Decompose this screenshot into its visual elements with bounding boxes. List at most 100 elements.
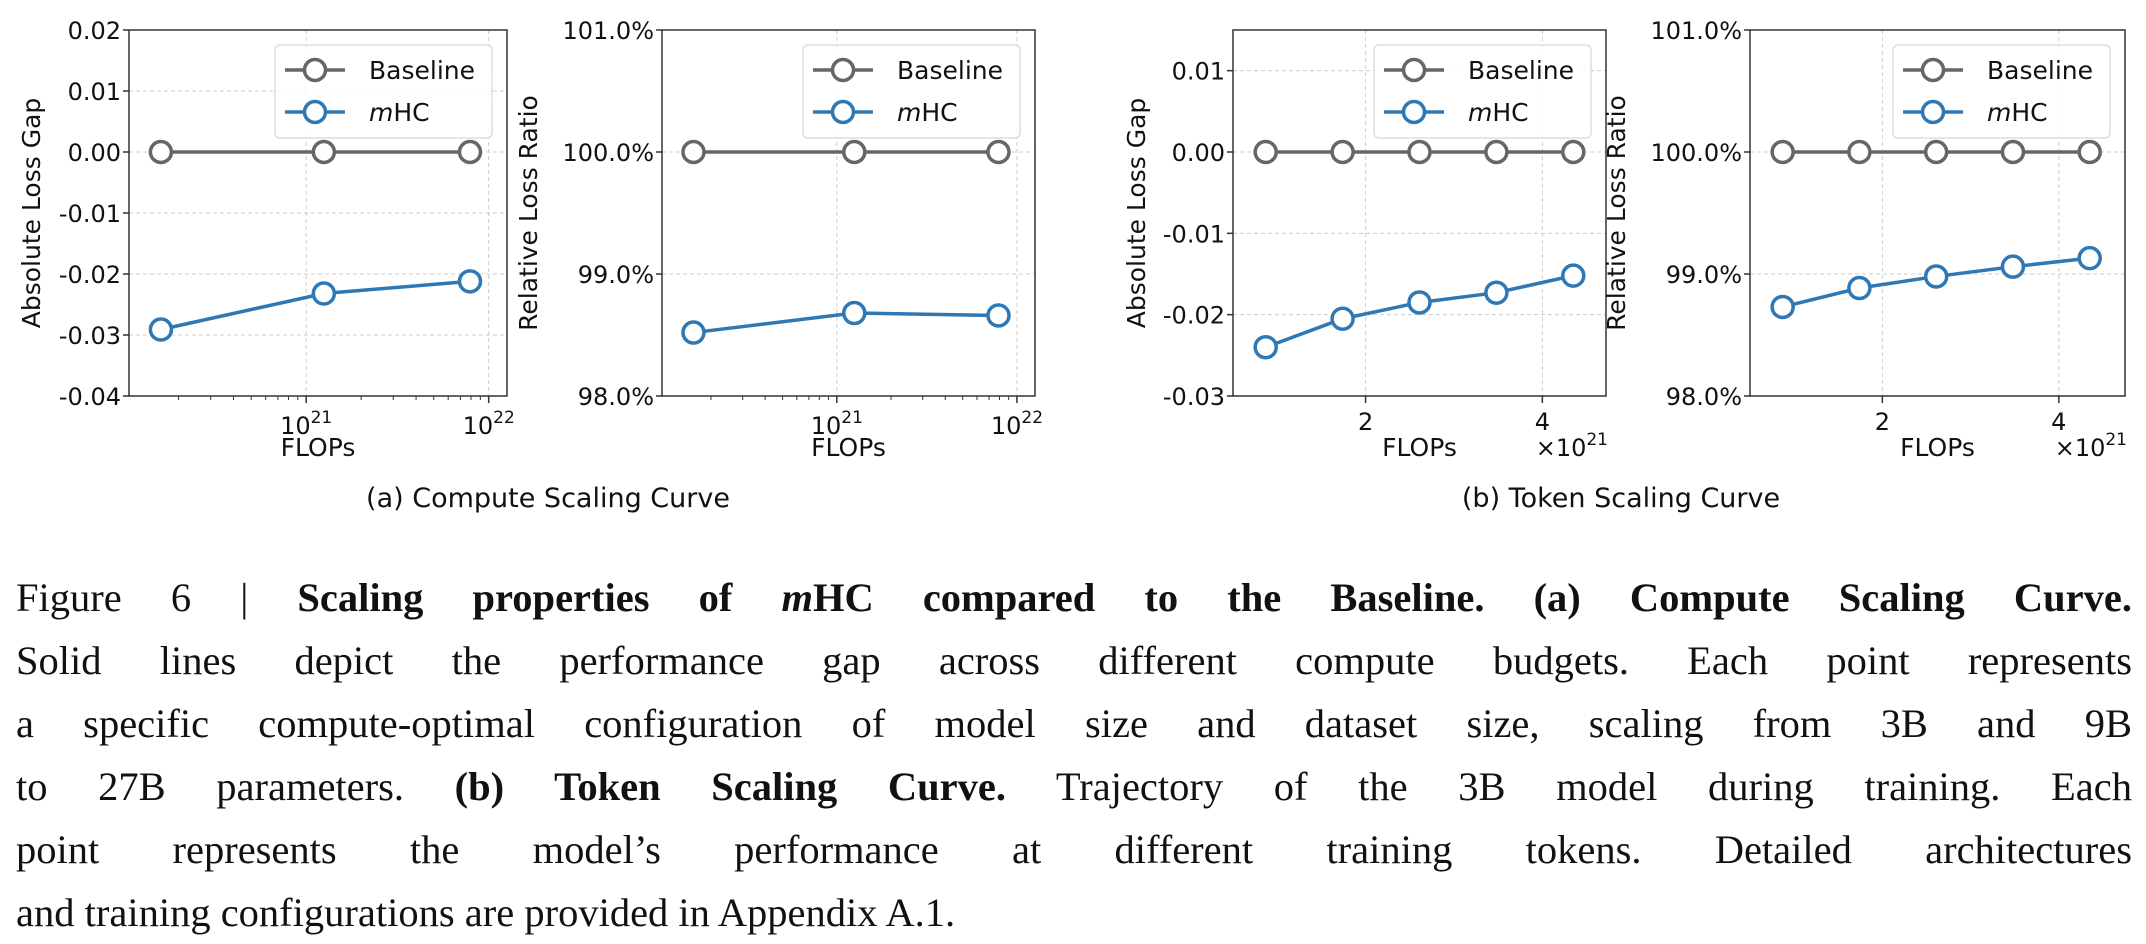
data-point-mhc (1561, 263, 1586, 288)
x-axis-multiplier: ×1021 (1536, 430, 1608, 462)
data-point-mhc (148, 317, 174, 342)
caption-line: and training configurations are provided… (16, 881, 2132, 944)
x-tick-label: 1022 (991, 408, 1043, 440)
x-tick-label: 4 (2051, 408, 2066, 436)
data-point-baseline (311, 139, 337, 165)
legend: Baseline mHC (1892, 44, 2111, 139)
y-tick-label: -0.01 (1163, 220, 1225, 248)
data-point-baseline (457, 139, 483, 165)
chart-2: 98.0% 99.0% 100.0% 101.0% 1021 1022 FLOPs Relat… (514, 17, 1043, 462)
chart-1: -0.04 -0.03 -0.02 -0.01 0.00 0.01 0.02 1021 1022… (17, 17, 515, 462)
y-tick-label: 0.01 (1172, 58, 1225, 86)
legend: Baseline mHC (1373, 44, 1592, 139)
caption-text: point represents the model’s performance… (16, 827, 2132, 872)
legend-label-mhc: mHC (1468, 98, 1529, 127)
axes-frame (1749, 29, 2126, 397)
data-point-baseline (1561, 139, 1586, 165)
x-axis-multiplier: ×1021 (2055, 430, 2127, 462)
legend-marker-baseline (302, 57, 328, 83)
x-axis-label: FLOPs (811, 433, 886, 462)
x-tick-label: 2 (1358, 408, 1373, 436)
data-point-baseline (2000, 139, 2026, 165)
data-point-mhc (311, 281, 337, 306)
data-point-baseline (1923, 139, 1949, 165)
y-tick-label: 0.00 (68, 139, 121, 167)
subtitle-a: (a) Compute Scaling Curve (366, 483, 730, 514)
data-point-baseline (1770, 139, 1795, 165)
data-point-baseline (1484, 139, 1509, 165)
caption-text: HC compared to the Baseline. (a) Compute… (812, 575, 2132, 620)
data-point-baseline (2077, 139, 2102, 165)
caption-text: Scaling properties of (297, 575, 782, 620)
x-axis-label: FLOPs (1382, 433, 1457, 462)
data-point-mhc (1847, 275, 1872, 301)
y-tick-label: -0.02 (1163, 302, 1225, 330)
data-point-mhc (1253, 334, 1278, 360)
legend-marker-mhc (1401, 99, 1427, 125)
y-tick-label: -0.03 (1163, 383, 1225, 411)
axes-frame (1232, 29, 1607, 397)
data-point-baseline (1330, 139, 1355, 165)
figure-charts: -0.04 -0.03 -0.02 -0.01 0.00 0.01 0.02 1021 1022… (17, 17, 2127, 514)
x-tick-label: 4 (1535, 408, 1550, 436)
data-point-mhc (2077, 245, 2102, 271)
x-tick-label: 1021 (280, 408, 332, 440)
legend-label-baseline: Baseline (1468, 56, 1574, 85)
y-tick-label: 99.0% (1666, 261, 1742, 289)
data-point-mhc (1330, 306, 1355, 331)
data-point-baseline (842, 139, 867, 165)
caption-text: to 27B parameters. (16, 764, 455, 809)
data-point-mhc (681, 320, 706, 345)
caption-line: point represents the model’s performance… (16, 818, 2132, 881)
y-tick-label: 100.0% (1650, 139, 1742, 167)
y-tick-label: 0.00 (1172, 139, 1225, 167)
data-point-baseline (1253, 139, 1278, 165)
x-tick-label: 1021 (811, 408, 863, 440)
x-axis-label: FLOPs (281, 433, 356, 462)
legend-marker-baseline (1401, 57, 1427, 83)
data-point-baseline (1407, 139, 1432, 165)
data-point-mhc (1407, 290, 1432, 315)
y-tick-label: -0.04 (59, 383, 121, 411)
data-point-baseline (681, 139, 706, 165)
caption-line: a specific compute-optimal configuration… (16, 692, 2132, 755)
data-point-mhc (1923, 264, 1949, 289)
caption-text: and training configurations are provided… (16, 890, 956, 935)
legend-marker-mhc (1920, 99, 1946, 125)
y-axis-label: Absolute Loss Gap (17, 98, 46, 329)
legend: Baseline mHC (802, 44, 1021, 139)
y-tick-label: -0.02 (59, 261, 121, 289)
y-tick-label: 0.02 (68, 17, 121, 45)
legend-label-baseline: Baseline (897, 56, 1003, 85)
y-tick-label: 98.0% (578, 383, 654, 411)
caption-text: Solid lines depict the performance gap a… (16, 638, 2132, 683)
caption-text: Figure 6 | (16, 575, 298, 620)
data-point-baseline (148, 139, 174, 165)
data-point-baseline (1847, 139, 1872, 165)
legend-marker-mhc (830, 99, 856, 125)
data-point-baseline (986, 139, 1011, 165)
data-point-mhc (1484, 280, 1509, 305)
legend-marker-mhc (302, 99, 328, 125)
figure-caption: Figure 6 | Scaling properties of mHC com… (16, 566, 2132, 944)
caption-text: Trajectory of the 3B model during traini… (1006, 764, 2132, 809)
data-point-mhc (457, 269, 483, 294)
legend-label-mhc: mHC (1987, 98, 2048, 127)
y-tick-label: 100.0% (562, 139, 654, 167)
legend-label-mhc: mHC (897, 98, 958, 127)
caption-line: Figure 6 | Scaling properties of mHC com… (16, 566, 2132, 629)
axes-frame (661, 29, 1036, 397)
y-tick-label: 0.01 (68, 78, 121, 106)
data-point-mhc (1770, 294, 1795, 320)
data-point-mhc (2000, 254, 2026, 279)
caption-text: (b) Token Scaling Curve. (454, 764, 1007, 809)
data-point-mhc (842, 300, 867, 326)
caption-line: Solid lines depict the performance gap a… (16, 629, 2132, 692)
legend-label-mhc: mHC (369, 98, 430, 127)
caption-text: m (781, 575, 813, 620)
y-axis-label: Relative Loss Ratio (1602, 95, 1631, 331)
chart-4: 98.0% 99.0% 100.0% 101.0% 2 4×1021 FLOPs Relati… (1602, 17, 2127, 462)
chart-3: -0.03 -0.02 -0.01 0.00 0.01 2 4×1021 FLOPs Absol… (1122, 29, 1608, 462)
legend-marker-baseline (830, 57, 856, 83)
x-tick-label: 2 (1875, 408, 1890, 436)
